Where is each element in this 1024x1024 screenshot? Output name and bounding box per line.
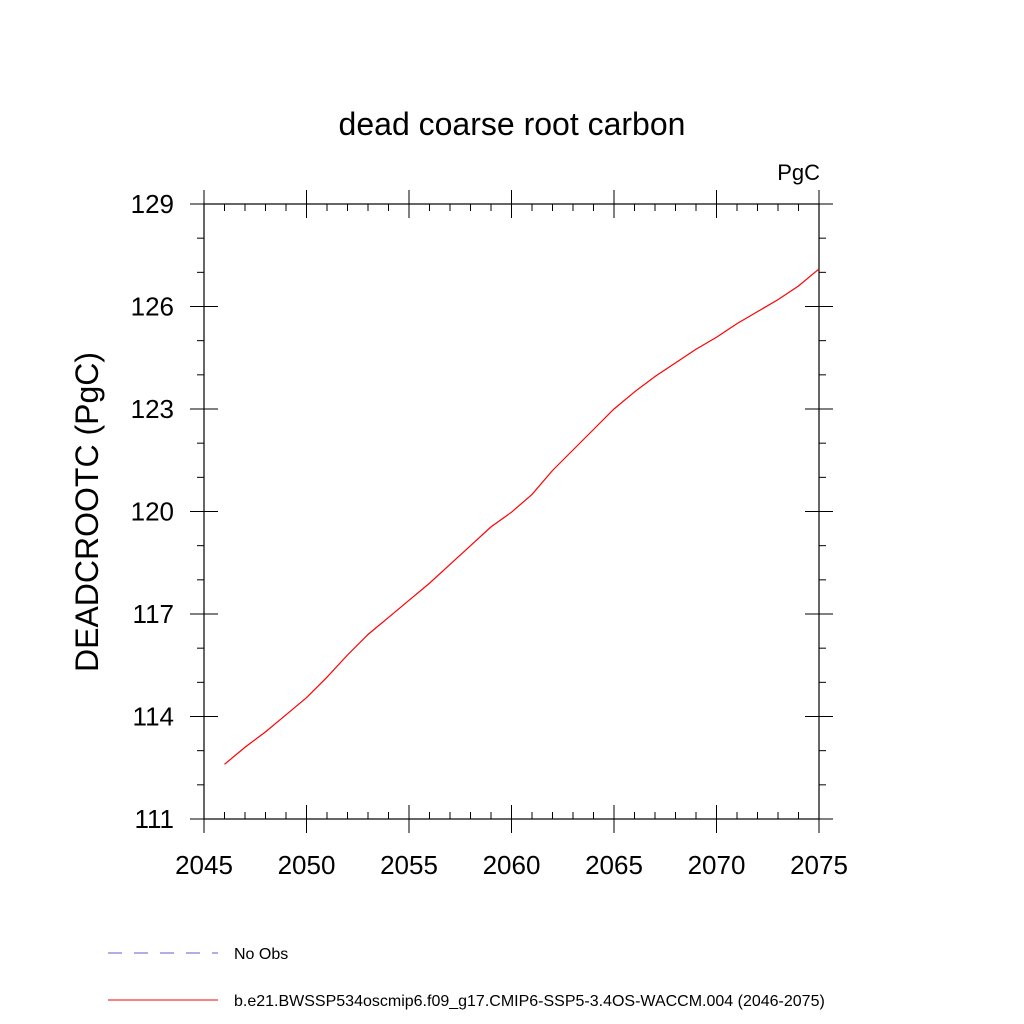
y-tick-label: 126 (131, 292, 174, 322)
y-tick-label: 114 (133, 702, 174, 732)
y-axis-label: DEADCROOTC (PgC) (69, 352, 105, 672)
units-label: PgC (777, 160, 820, 185)
axis-tick-labels: 2045 2050 2055 2060 2065 2070 2075 111 114 117 120… (131, 189, 848, 880)
axis-ticks (190, 190, 833, 833)
series-layer (224, 268, 820, 765)
y-tick-label: 120 (131, 497, 174, 527)
x-tick-label: 2050 (278, 850, 336, 880)
x-tick-label: 2055 (380, 850, 438, 880)
y-tick-label: 123 (131, 394, 174, 424)
x-tick-label: 2065 (585, 850, 643, 880)
x-tick-label: 2060 (483, 850, 541, 880)
y-tick-label: 129 (131, 189, 174, 219)
chart-title: dead coarse root carbon (339, 106, 686, 142)
y-tick-label: 111 (134, 804, 174, 834)
legend-label-no-obs: No Obs (234, 946, 288, 963)
y-tick-label: 117 (133, 599, 174, 629)
legend: No Obs b.e21.BWSSP534oscmip6.f09_g17.CMI… (108, 946, 825, 1010)
x-tick-label: 2070 (688, 850, 746, 880)
series-line-0 (224, 268, 820, 765)
x-tick-label: 2045 (175, 850, 233, 880)
x-tick-label: 2075 (790, 850, 848, 880)
legend-label-model-run: b.e21.BWSSP534oscmip6.f09_g17.CMIP6-SSP5… (234, 993, 825, 1010)
